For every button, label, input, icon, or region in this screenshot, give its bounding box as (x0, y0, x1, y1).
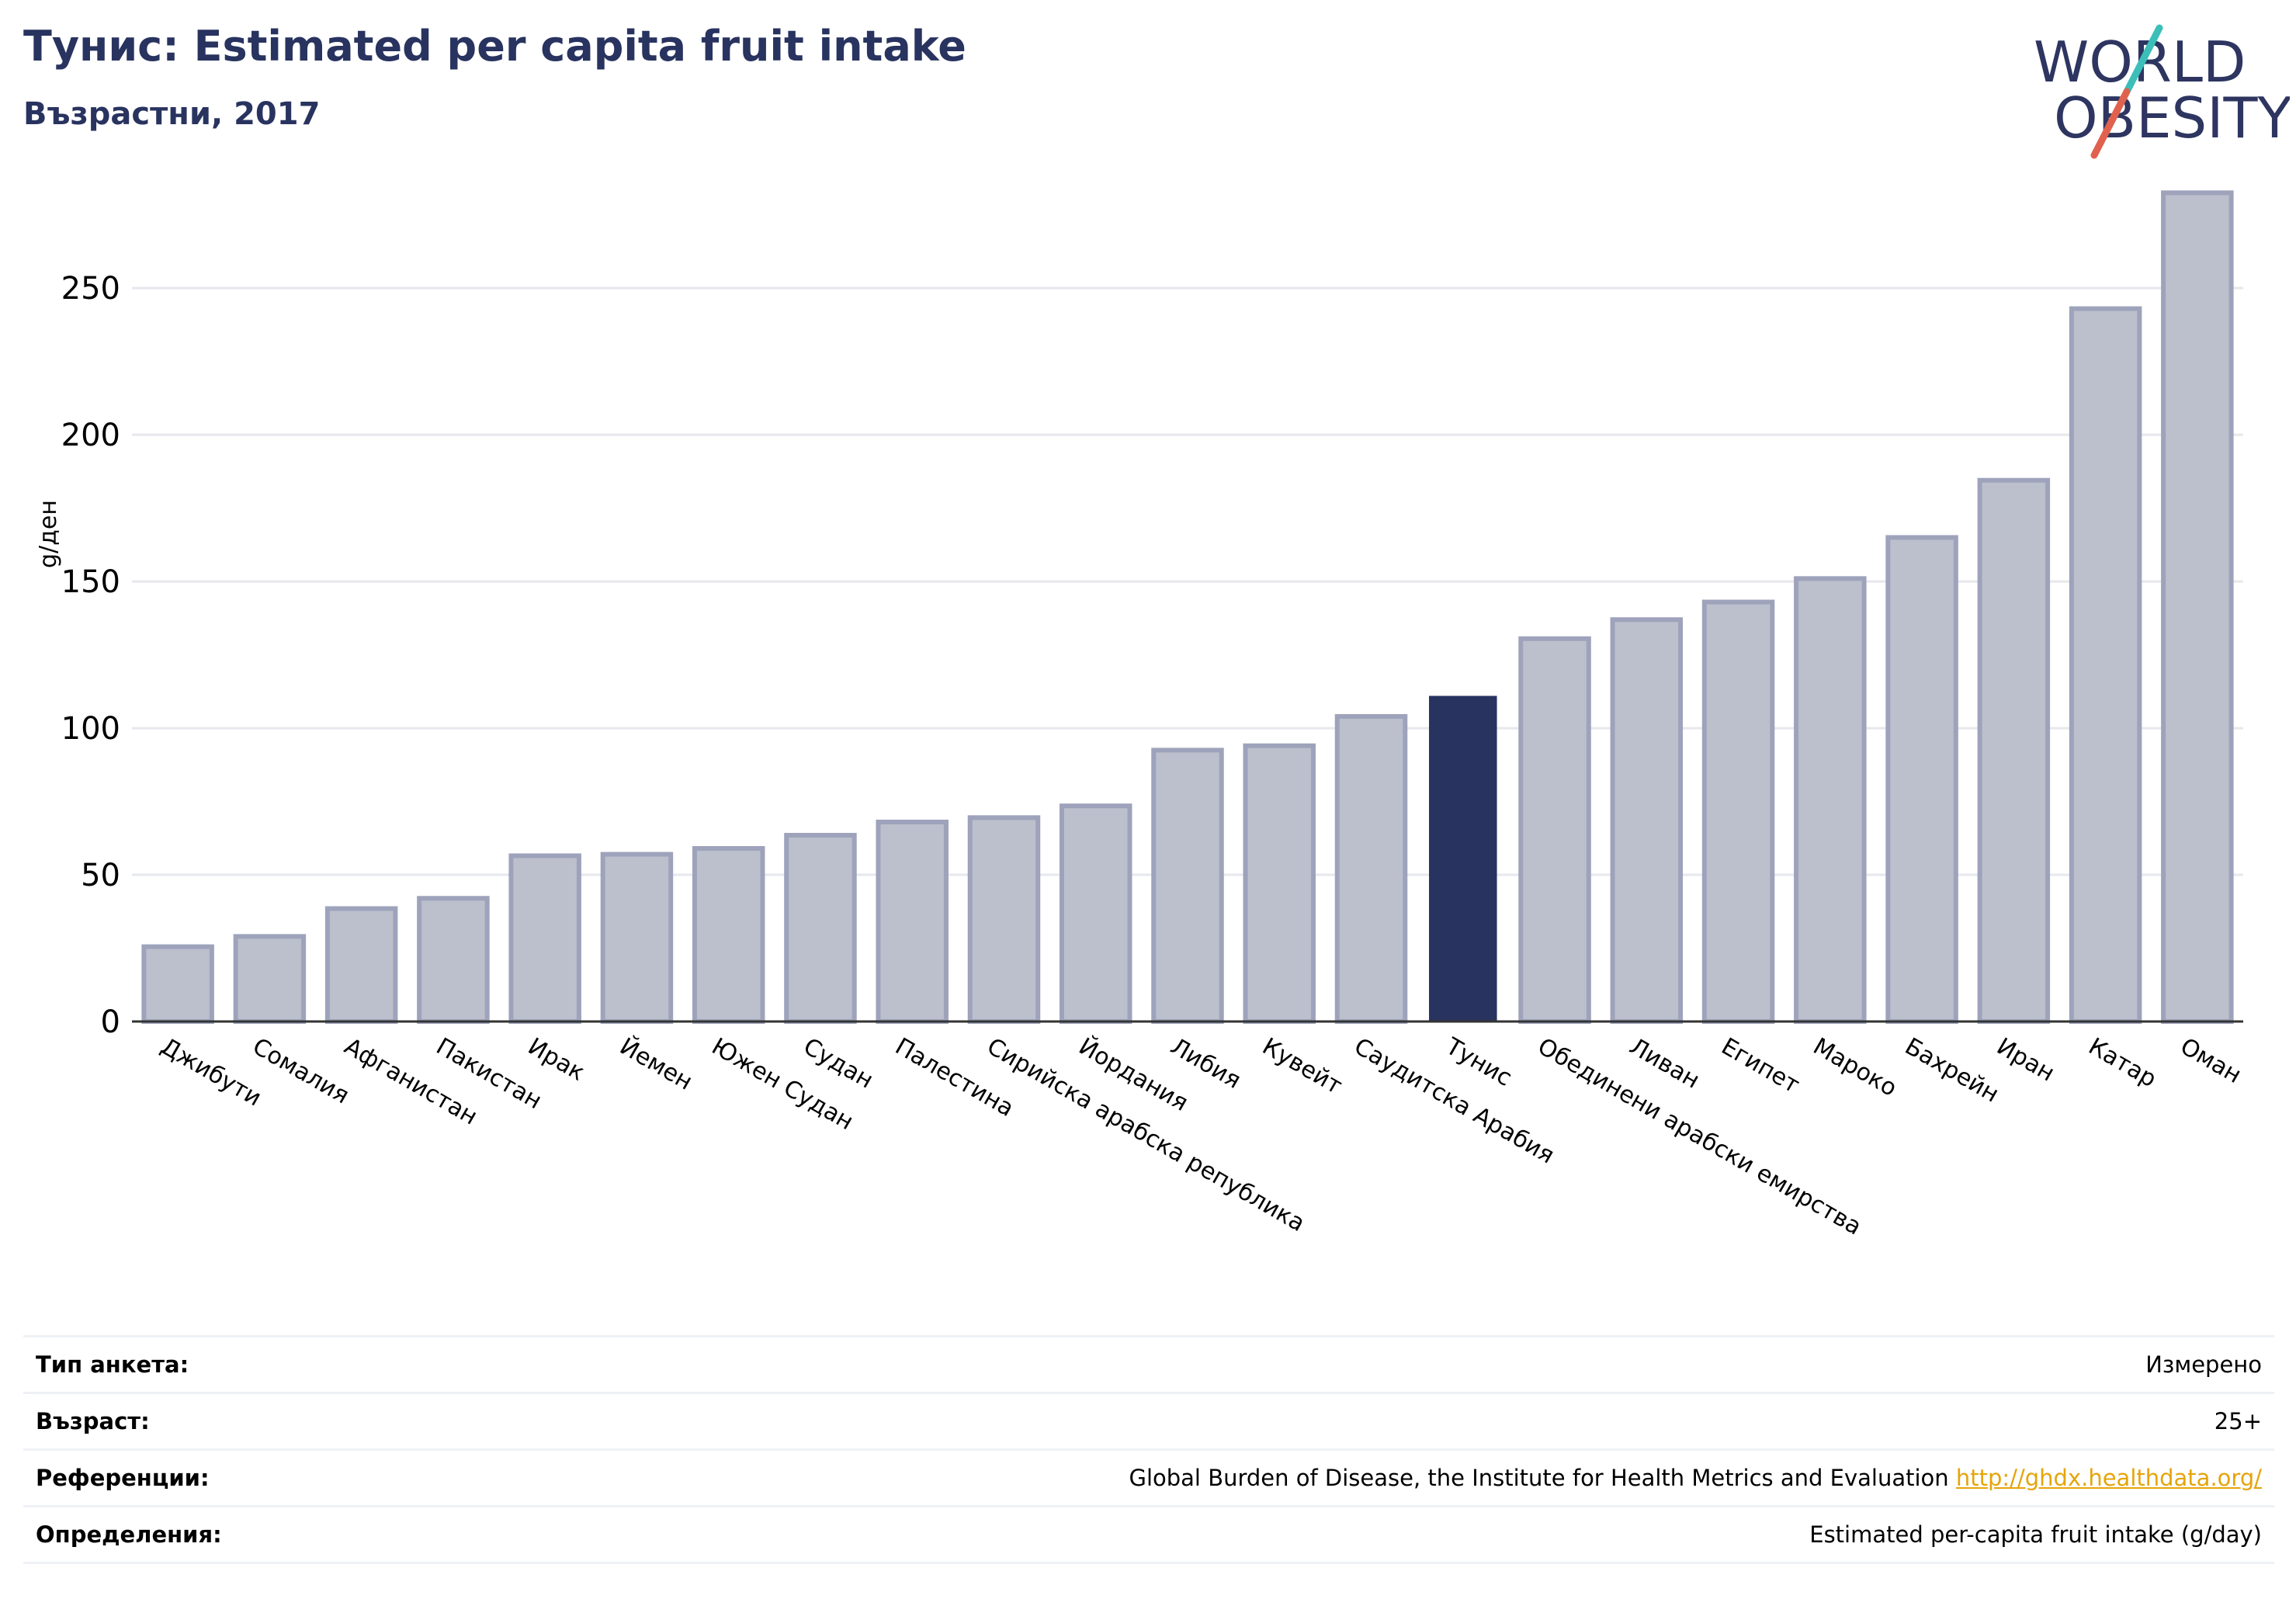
logo-text-obesity: OBESITY (2054, 85, 2290, 151)
chart-title: Тунис: Estimated per capita fruit intake (23, 22, 966, 71)
world-obesity-logo: WORLD OBESITY (2034, 24, 2290, 159)
y-axis-label: g/ден (35, 500, 62, 568)
x-tick-label: Обединени арабски емирства (1533, 1033, 1866, 1241)
bar (2161, 190, 2234, 1024)
x-tick-label: Кувейт (1257, 1033, 1347, 1100)
bar (417, 896, 490, 1024)
meta-label: Тип анкета: (36, 1351, 189, 1378)
x-tick-label: Ирак (523, 1033, 589, 1087)
x-tick-label: Сомалия (248, 1033, 353, 1110)
bar (233, 934, 307, 1025)
y-tick-label: 50 (81, 858, 120, 893)
bar (324, 906, 398, 1025)
meta-label: Възраст: (36, 1408, 150, 1434)
bar (1243, 743, 1316, 1024)
x-tick-label: Катар (2084, 1033, 2161, 1094)
bar (508, 853, 581, 1025)
meta-value: Global Burden of Disease, the Institute … (1129, 1465, 1949, 1491)
bar (2069, 306, 2142, 1025)
bar (692, 846, 765, 1024)
meta-row-survey-type: Тип анкета: Измерено (23, 1335, 2274, 1392)
bar (1334, 713, 1408, 1024)
x-tick-label: Сирийска арабска република (982, 1033, 1309, 1238)
bar (967, 815, 1041, 1024)
bar (1059, 803, 1132, 1024)
bar (141, 944, 214, 1024)
x-tick-label: Иран (1992, 1033, 2058, 1087)
meta-value: 25+ (2214, 1408, 2262, 1434)
x-tick-label: Бахрейн (1900, 1033, 2003, 1108)
bar-chart: 050100150200250g/денДжибутиСомалияАфгани… (35, 190, 2246, 1241)
x-tick-label: Йемен (615, 1032, 697, 1096)
x-tick-label: Египет (1717, 1033, 1805, 1099)
bar (1151, 747, 1224, 1025)
y-tick-label: 200 (61, 418, 120, 453)
y-tick-label: 250 (61, 271, 120, 307)
x-tick-label: Тунис (1441, 1032, 1517, 1092)
bar (876, 820, 949, 1024)
bar (1518, 636, 1591, 1024)
meta-value-group: Global Burden of Disease, the Institute … (1129, 1465, 2262, 1491)
meta-label: Определения: (36, 1521, 222, 1548)
x-tick-label: Джибути (156, 1033, 266, 1112)
y-tick-label: 100 (61, 711, 120, 747)
bar-highlight (1429, 695, 1497, 1021)
reference-link[interactable]: http://ghdx.healthdata.org/ (1955, 1465, 2262, 1491)
bar (1977, 477, 2051, 1024)
bar (1885, 535, 1958, 1024)
chart-subtitle: Възрастни, 2017 (23, 96, 321, 132)
meta-label: Референции: (36, 1465, 210, 1491)
y-tick-label: 150 (61, 564, 120, 600)
bar (784, 833, 857, 1024)
meta-row-age: Възраст: 25+ (23, 1392, 2274, 1448)
meta-value: Estimated per-capita fruit intake (g/day… (1809, 1521, 2262, 1548)
bar (600, 852, 674, 1025)
meta-value: Измерено (2145, 1351, 2262, 1378)
x-tick-label: Мароко (1809, 1033, 1902, 1102)
y-tick-label: 0 (101, 1004, 120, 1040)
bar (1794, 576, 1867, 1024)
meta-row-definitions: Определения: Estimated per-capita fruit … (23, 1505, 2274, 1564)
bar (1610, 617, 1684, 1024)
meta-row-references: Референции: Global Burden of Disease, th… (23, 1448, 2274, 1505)
logo-slash-red (2090, 88, 2131, 159)
x-tick-label: Оман (2176, 1033, 2246, 1089)
metadata-table: Тип анкета: Измерено Възраст: 25+ Рефере… (23, 1335, 2274, 1564)
logo-slash-teal (2123, 24, 2163, 95)
bar (1701, 599, 1775, 1024)
